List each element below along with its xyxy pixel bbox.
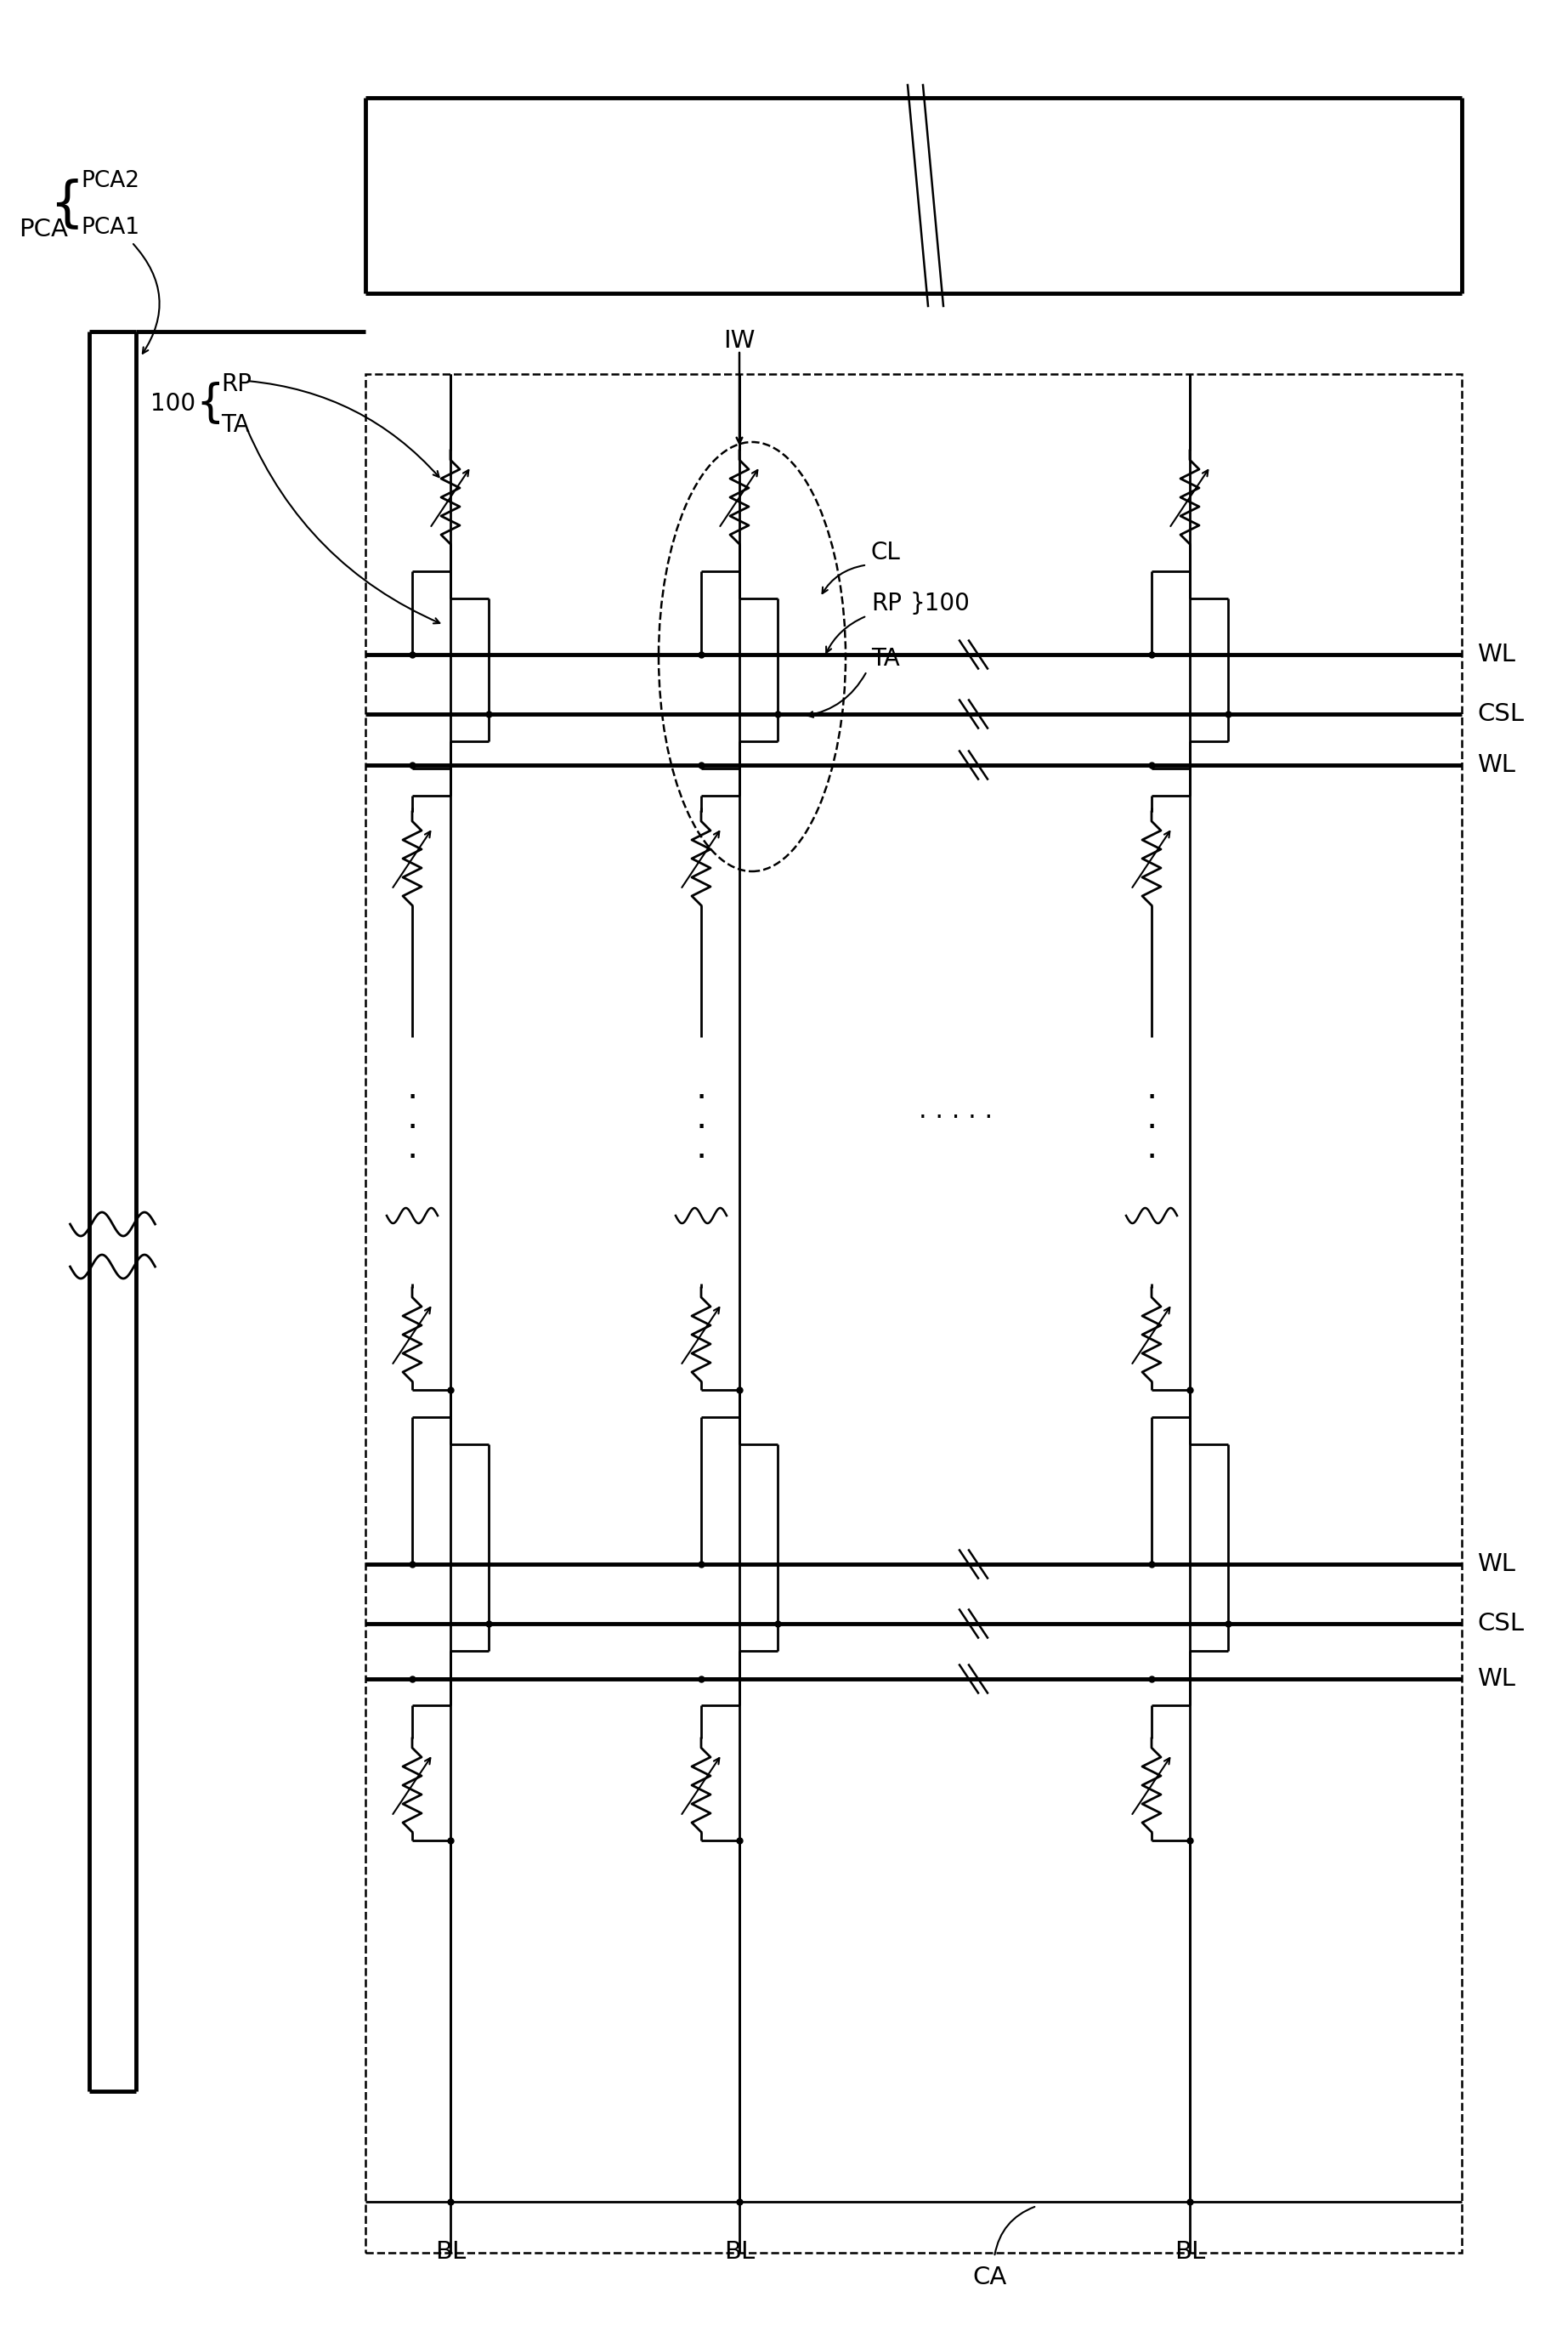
Text: PCA1: PCA1 <box>80 218 140 239</box>
Text: {: { <box>196 382 224 426</box>
Text: {: { <box>49 178 83 230</box>
Text: BL: BL <box>724 2239 754 2265</box>
Text: RP: RP <box>872 590 902 616</box>
Text: WL: WL <box>1477 642 1515 667</box>
Text: .: . <box>406 1129 417 1166</box>
Text: .: . <box>1146 1129 1157 1166</box>
Text: .: . <box>696 1129 707 1166</box>
Text: .: . <box>696 1070 707 1105</box>
Text: PCA2: PCA2 <box>80 171 140 192</box>
Text: CSL: CSL <box>1477 1611 1524 1635</box>
Text: TA: TA <box>872 646 900 670</box>
Text: .: . <box>1146 1101 1157 1136</box>
Text: RP: RP <box>221 372 251 396</box>
Bar <box>365 375 1461 2253</box>
Text: 100: 100 <box>151 391 196 415</box>
Text: BL: BL <box>1174 2239 1206 2265</box>
Text: .: . <box>406 1070 417 1105</box>
Text: WL: WL <box>1477 1553 1515 1576</box>
Text: .: . <box>406 1101 417 1136</box>
Text: .: . <box>696 1101 707 1136</box>
Text: WL: WL <box>1477 754 1515 778</box>
Text: · · · · ·: · · · · · <box>919 1105 993 1131</box>
Text: BL: BL <box>434 2239 466 2265</box>
Text: TA: TA <box>221 412 249 438</box>
Text: CSL: CSL <box>1477 703 1524 726</box>
Text: IW: IW <box>723 328 756 354</box>
Text: CL: CL <box>872 541 900 564</box>
Text: PCA: PCA <box>19 218 67 241</box>
Text: .: . <box>1146 1070 1157 1105</box>
Text: WL: WL <box>1477 1668 1515 1691</box>
Text: }100: }100 <box>909 590 969 616</box>
Text: CA: CA <box>974 2265 1007 2288</box>
